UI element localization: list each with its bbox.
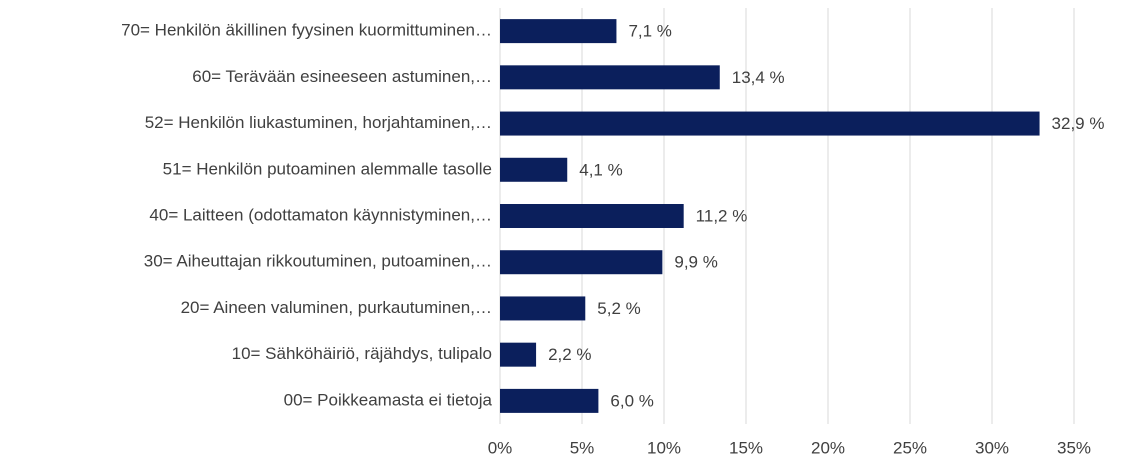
data-label: 32,9 % <box>1052 114 1105 133</box>
y-tick-label: 40= Laitteen (odottamaton käynnistyminen… <box>149 205 492 224</box>
y-tick-label: 52= Henkilön liukastuminen, horjahtamine… <box>145 113 492 132</box>
bar <box>500 204 684 228</box>
y-tick-label: 20= Aineen valuminen, purkautuminen,… <box>181 298 492 317</box>
y-tick-label: 60= Terävään esineeseen astuminen,… <box>192 67 492 86</box>
data-label: 13,4 % <box>732 68 785 87</box>
bar <box>500 111 1040 136</box>
y-tick-label: 00= Poikkeamasta ei tietoja <box>284 390 493 409</box>
data-label: 9,9 % <box>674 253 717 272</box>
bar <box>500 65 720 90</box>
y-tick-label: 30= Aiheuttajan rikkoutuminen, putoamine… <box>144 252 492 271</box>
data-label: 5,2 % <box>597 299 640 318</box>
bar <box>500 19 617 44</box>
y-tick-label: 70= Henkilön äkillinen fyysinen kuormitt… <box>121 21 492 40</box>
bar <box>500 342 537 367</box>
data-label: 6,0 % <box>610 391 653 410</box>
data-label: 7,1 % <box>628 22 671 41</box>
x-tick-label: 25% <box>893 438 927 457</box>
x-tick-label: 35% <box>1057 438 1091 457</box>
x-tick-label: 30% <box>975 438 1009 457</box>
bar <box>500 296 586 321</box>
x-tick-label: 5% <box>570 438 595 457</box>
x-tick-label: 0% <box>488 438 513 457</box>
bar <box>500 157 568 182</box>
x-tick-label: 20% <box>811 438 845 457</box>
bar <box>500 388 599 413</box>
y-tick-label: 51= Henkilön putoaminen alemmalle tasoll… <box>163 159 492 178</box>
x-tick-label: 15% <box>729 438 763 457</box>
x-tick-label: 10% <box>647 438 681 457</box>
data-label: 2,2 % <box>548 345 591 364</box>
data-label: 4,1 % <box>579 160 622 179</box>
bar <box>500 250 663 275</box>
y-tick-label: 10= Sähköhäiriö, räjähdys, tulipalo <box>232 344 492 363</box>
data-label: 11,2 % <box>696 206 748 225</box>
